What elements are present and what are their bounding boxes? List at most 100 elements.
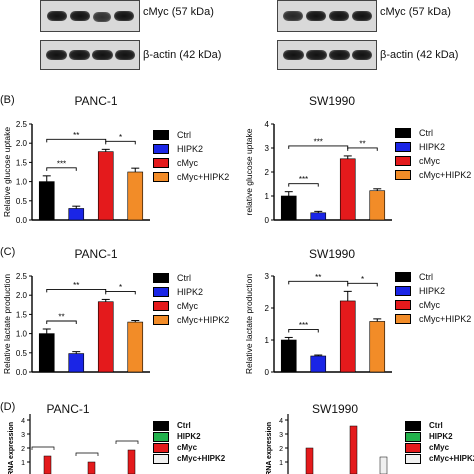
legend-label: Ctrl xyxy=(419,272,433,282)
legend-label: cMyc+HIPK2 xyxy=(177,172,230,182)
y-axis-label: mRNA expression xyxy=(8,422,15,474)
y-tick-label: 3 xyxy=(21,432,25,439)
bar-hipk2 xyxy=(68,353,85,373)
legend-item-hipk2: HIPK2 xyxy=(153,142,229,156)
legend-item-hipk2: HIPK2 xyxy=(395,140,471,154)
legend-item-cmyc-hipk2: cMyc+HIPK2 xyxy=(395,312,471,326)
legend-item-ctrl: Ctrl xyxy=(405,420,474,431)
blot-left-cmyc xyxy=(40,0,140,32)
y-tick-label: 1 xyxy=(279,460,283,467)
significance-bracket xyxy=(105,290,136,295)
bar-cmyc xyxy=(97,151,114,221)
legend-swatch-ctrl xyxy=(405,420,421,431)
legend-item-hipk2: HIPK2 xyxy=(395,284,471,298)
legend-glucose-panc1: Ctrl HIPK2 cMyc cMyc+HIPK2 xyxy=(153,128,229,184)
bar-cmyc xyxy=(339,158,356,221)
significance-bracket xyxy=(347,282,378,287)
y-tick-label: 1 xyxy=(21,460,25,467)
glucose-uptake-panc1-chart: 0.0 0.5 1.0 1.5 2.0 2.5 Relative glucose uptak… xyxy=(2,120,150,225)
legend-mrna-sw1990: Ctrl HIPK2 cMyc cMyc+HIPK2 xyxy=(405,420,474,464)
y-tick-label: 2 xyxy=(265,304,270,313)
legend-swatch-hipk2 xyxy=(395,286,411,296)
significance-label: *** xyxy=(299,175,308,184)
legend-label: cMyc xyxy=(419,300,440,310)
legend-swatch-ctrl xyxy=(395,128,411,138)
y-axis-label: relative glucose uptake xyxy=(244,128,254,215)
bar-ctrl xyxy=(38,333,55,373)
y-tick-label: 4 xyxy=(265,120,270,129)
legend-item-ctrl: Ctrl xyxy=(395,126,471,140)
y-tick-label: 2 xyxy=(279,446,283,453)
y-tick-label: 0 xyxy=(265,368,270,377)
y-tick-label: 0.5 xyxy=(16,349,28,358)
legend-glucose-sw1990: Ctrl HIPK2 cMyc cMyc+HIPK2 xyxy=(395,126,471,182)
significance-bracket xyxy=(46,320,77,324)
significance-bracket xyxy=(75,452,99,456)
significance-label: ** xyxy=(73,281,79,290)
y-tick-label: 1.0 xyxy=(16,330,28,339)
y-tick-label: 1.5 xyxy=(16,158,28,167)
chart-title-lactate-panc1: PANC-1 xyxy=(74,247,118,261)
legend-item-ctrl: Ctrl xyxy=(153,420,225,431)
legend-item-cmyc-hipk2: cMyc+HIPK2 xyxy=(405,453,474,464)
legend-swatch-cmyc-hipk2 xyxy=(395,170,411,180)
bar-cmyc xyxy=(87,461,96,474)
significance-bracket xyxy=(46,138,107,143)
legend-item-ctrl: Ctrl xyxy=(395,270,471,284)
legend-swatch-cmyc-hipk2 xyxy=(153,453,169,464)
bar-hipk2 xyxy=(310,355,327,373)
mrna-expression-panc1-chart: 4 3 2 1 mRNA expression xyxy=(8,414,139,474)
bar-cmyc-hipk2 xyxy=(369,321,386,373)
y-tick-label: 2.5 xyxy=(16,272,28,281)
legend-swatch-ctrl xyxy=(153,273,169,283)
y-axis-label: Relative glucose uptake xyxy=(2,127,12,218)
legend-lactate-panc1: Ctrl HIPK2 cMyc cMyc+HIPK2 xyxy=(153,271,229,327)
chart-title-glucose-panc1: PANC-1 xyxy=(74,94,118,108)
legend-swatch-cmyc xyxy=(395,156,411,166)
legend-label: cMyc+HIPK2 xyxy=(419,170,472,180)
legend-swatch-cmyc xyxy=(153,158,169,168)
legend-swatch-cmyc xyxy=(153,442,169,453)
legend-label: HIPK2 xyxy=(177,432,201,441)
legend-label: cMyc+HIPK2 xyxy=(429,454,474,463)
y-tick-label: 2 xyxy=(265,168,270,177)
panel-label-d: (D) xyxy=(0,401,16,413)
legend-item-cmyc: cMyc xyxy=(405,442,474,453)
panel-label-c: (C) xyxy=(0,246,16,258)
y-tick-label: 2.5 xyxy=(16,120,28,129)
legend-label: Ctrl xyxy=(177,273,191,283)
chart-title-mrna-panc1: PANC-1 xyxy=(46,402,90,416)
legend-item-cmyc-hipk2: cMyc+HIPK2 xyxy=(153,453,225,464)
blot-right-cmyc xyxy=(277,0,377,32)
y-tick-label: 2 xyxy=(21,446,25,453)
legend-item-cmyc-hipk2: cMyc+HIPK2 xyxy=(153,170,229,184)
legend-item-cmyc: cMyc xyxy=(395,154,471,168)
legend-label: Ctrl xyxy=(177,130,191,140)
bar-cmyc-hipk2 xyxy=(369,190,386,221)
significance-label: *** xyxy=(57,159,66,168)
y-tick-label: 0.0 xyxy=(16,216,28,225)
significance-bracket xyxy=(105,140,136,145)
legend-swatch-hipk2 xyxy=(395,142,411,152)
y-axis-label: Relative lactate production xyxy=(2,274,12,374)
significance-label: ** xyxy=(359,139,365,148)
legend-swatch-hipk2 xyxy=(153,287,169,297)
panel-label-b: (B) xyxy=(0,94,15,106)
legend-label: HIPK2 xyxy=(177,144,204,154)
significance-bracket xyxy=(347,147,378,151)
significance-label: *** xyxy=(314,137,323,146)
legend-label: HIPK2 xyxy=(419,286,446,296)
legend-swatch-hipk2 xyxy=(405,431,421,442)
y-tick-label: 0 xyxy=(265,216,270,225)
legend-label: cMyc xyxy=(429,443,450,452)
legend-label: HIPK2 xyxy=(177,287,204,297)
legend-swatch-cmyc-hipk2 xyxy=(153,315,169,325)
legend-label: cMyc xyxy=(177,443,198,452)
y-tick-label: 2.0 xyxy=(16,139,28,148)
bar-ctrl xyxy=(38,181,55,221)
y-axis-label: Relative lactate production xyxy=(244,274,254,374)
legend-item-ctrl: Ctrl xyxy=(153,271,229,285)
legend-label: Ctrl xyxy=(429,421,443,430)
chart-title-lactate-sw1990: SW1990 xyxy=(308,247,356,261)
